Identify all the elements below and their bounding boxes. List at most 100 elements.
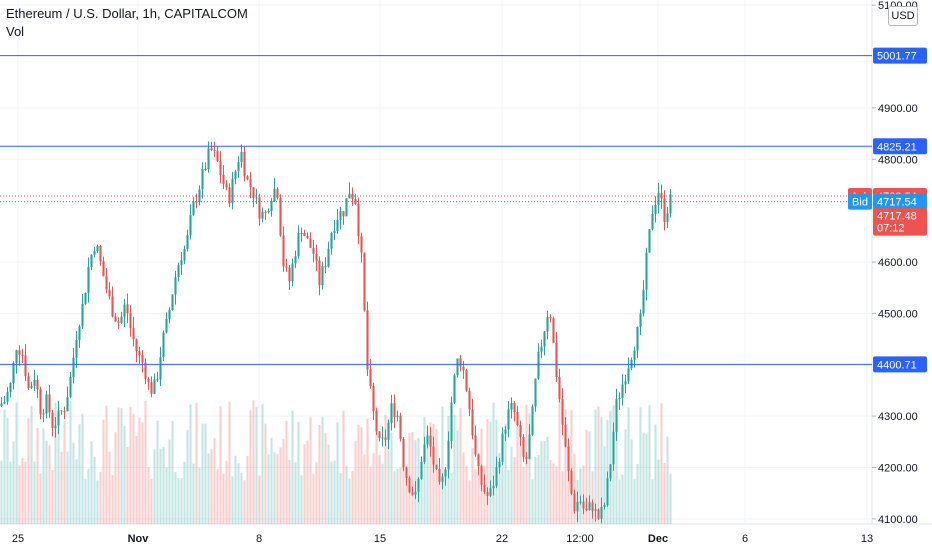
candle[interactable] — [66, 397, 69, 412]
candle[interactable] — [450, 402, 453, 442]
candle[interactable] — [336, 219, 339, 232]
candle[interactable] — [384, 437, 387, 440]
candle[interactable] — [72, 357, 75, 378]
candle[interactable] — [27, 376, 30, 389]
candle[interactable] — [615, 398, 618, 432]
candle[interactable] — [591, 502, 594, 511]
candle[interactable] — [570, 470, 573, 494]
candle[interactable] — [216, 150, 219, 162]
candle[interactable] — [18, 350, 21, 355]
candle[interactable] — [192, 201, 195, 215]
candle[interactable] — [93, 251, 96, 255]
candle[interactable] — [99, 246, 102, 262]
candle[interactable] — [465, 370, 468, 391]
candle[interactable] — [627, 368, 630, 382]
candle[interactable] — [324, 266, 327, 268]
candle[interactable] — [171, 294, 174, 310]
candle[interactable] — [492, 486, 495, 489]
candle[interactable] — [141, 355, 144, 363]
candle[interactable] — [612, 431, 615, 465]
candle[interactable] — [576, 501, 579, 512]
candle[interactable] — [300, 232, 303, 234]
candle[interactable] — [54, 425, 57, 428]
candle[interactable] — [363, 252, 366, 311]
candle[interactable] — [654, 204, 657, 214]
candle[interactable] — [618, 398, 621, 400]
candle[interactable] — [198, 189, 201, 202]
candle[interactable] — [42, 413, 45, 415]
candle[interactable] — [342, 211, 345, 217]
candle[interactable] — [213, 149, 216, 151]
candle[interactable] — [177, 265, 180, 278]
candle[interactable] — [150, 382, 153, 394]
candle[interactable] — [609, 464, 612, 479]
candle[interactable] — [603, 505, 606, 507]
candle[interactable] — [219, 161, 222, 175]
candle[interactable] — [60, 410, 63, 412]
candle[interactable] — [273, 188, 276, 202]
candle[interactable] — [318, 260, 321, 286]
candle[interactable] — [246, 176, 249, 180]
candle[interactable] — [429, 435, 432, 447]
candle[interactable] — [546, 316, 549, 332]
candle[interactable] — [288, 267, 291, 282]
candle[interactable] — [120, 316, 123, 323]
candle[interactable] — [531, 406, 534, 435]
candle[interactable] — [498, 461, 501, 468]
candle[interactable] — [414, 491, 417, 495]
candle[interactable] — [597, 509, 600, 519]
candle[interactable] — [348, 193, 351, 199]
candle[interactable] — [555, 342, 558, 377]
candle[interactable] — [180, 260, 183, 266]
candle[interactable] — [561, 399, 564, 425]
candle[interactable] — [51, 412, 54, 428]
candle[interactable] — [657, 192, 660, 205]
candle[interactable] — [423, 444, 426, 462]
candle[interactable] — [105, 276, 108, 290]
candle[interactable] — [153, 379, 156, 394]
candle[interactable] — [315, 253, 318, 261]
candle[interactable] — [84, 292, 87, 304]
candle[interactable] — [252, 187, 255, 198]
candle[interactable] — [210, 148, 213, 150]
candle[interactable] — [165, 318, 168, 333]
candle[interactable] — [234, 171, 237, 179]
candle[interactable] — [633, 350, 636, 360]
candle[interactable] — [666, 213, 669, 222]
candle[interactable] — [483, 484, 486, 492]
candle[interactable] — [393, 403, 396, 418]
candle[interactable] — [57, 410, 60, 426]
candle[interactable] — [516, 411, 519, 426]
candle[interactable] — [183, 248, 186, 261]
candle[interactable] — [369, 369, 372, 387]
candle[interactable] — [261, 211, 264, 219]
candle[interactable] — [543, 331, 546, 347]
candle[interactable] — [12, 363, 15, 384]
candle[interactable] — [477, 454, 480, 467]
candle[interactable] — [90, 254, 93, 267]
candle[interactable] — [174, 277, 177, 295]
candle[interactable] — [534, 378, 537, 407]
candle[interactable] — [390, 403, 393, 423]
candle[interactable] — [600, 506, 603, 519]
candle[interactable] — [102, 261, 105, 277]
candle[interactable] — [564, 424, 567, 447]
candle[interactable] — [651, 213, 654, 230]
candle[interactable] — [204, 169, 207, 171]
candle[interactable] — [462, 366, 465, 371]
candle[interactable] — [579, 501, 582, 503]
candle[interactable] — [405, 467, 408, 479]
candle[interactable] — [360, 236, 363, 253]
candle[interactable] — [588, 502, 591, 511]
candle[interactable] — [387, 422, 390, 440]
candle[interactable] — [321, 266, 324, 286]
candle[interactable] — [78, 326, 81, 340]
candle[interactable] — [381, 437, 384, 439]
volume-indicator-label[interactable]: Vol — [6, 24, 25, 39]
candle[interactable] — [21, 354, 24, 356]
candle[interactable] — [123, 304, 126, 317]
candle[interactable] — [639, 313, 642, 327]
candle[interactable] — [372, 386, 375, 412]
candle[interactable] — [399, 415, 402, 439]
